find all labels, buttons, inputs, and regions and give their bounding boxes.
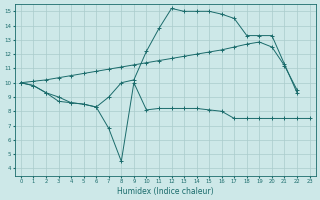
X-axis label: Humidex (Indice chaleur): Humidex (Indice chaleur) <box>117 187 213 196</box>
